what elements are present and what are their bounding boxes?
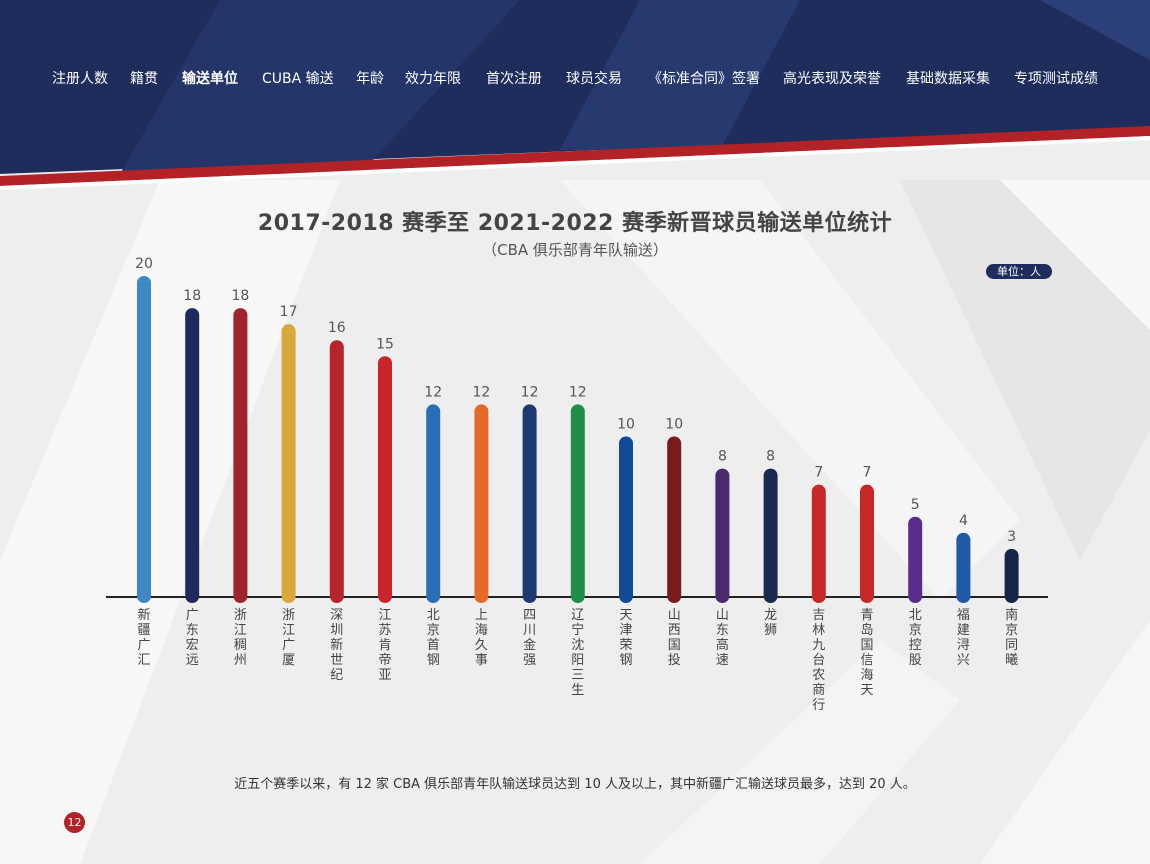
value-label-19: 3 — [1007, 529, 1016, 545]
value-label-5: 16 — [328, 320, 346, 336]
nav-item-1[interactable]: 注册人数 — [52, 71, 108, 87]
value-label-14: 8 — [766, 449, 775, 465]
value-label-18: 4 — [959, 513, 968, 529]
value-label-10: 12 — [569, 384, 587, 400]
category-label-3: 浙江稠州 — [234, 608, 247, 668]
value-label-6: 15 — [376, 336, 394, 352]
nav-item-9[interactable]: 《标准合同》签署 — [648, 71, 760, 87]
bar-8 — [474, 404, 489, 603]
nav-item-5[interactable]: 年龄 — [356, 71, 384, 87]
nav-item-4[interactable]: CUBA 输送 — [262, 71, 334, 87]
category-label-15: 吉林九台农商行 — [812, 608, 825, 713]
bar-1 — [137, 276, 151, 603]
bar-7 — [426, 404, 441, 603]
category-label-7: 北京首钢 — [427, 608, 440, 668]
chart-title: 2017-2018 赛季至 2021-2022 赛季新晋球员输送单位统计 — [257, 211, 893, 236]
bar-17 — [908, 516, 923, 603]
nav-item-8[interactable]: 球员交易 — [566, 71, 622, 87]
value-label-12: 10 — [665, 417, 683, 433]
value-label-15: 7 — [814, 465, 823, 481]
value-label-4: 17 — [280, 304, 298, 320]
category-label-1: 新疆广汇 — [137, 607, 150, 668]
nav-item-7[interactable]: 首次注册 — [486, 71, 542, 87]
unit-badge: 单位：人 — [986, 264, 1052, 279]
bar-19 — [1004, 548, 1019, 603]
bar-13 — [715, 468, 730, 603]
value-label-7: 12 — [424, 384, 442, 400]
category-label-9: 四川金强 — [523, 608, 536, 668]
value-label-9: 12 — [521, 384, 539, 400]
bar-16 — [860, 484, 874, 603]
value-label-8: 12 — [472, 384, 490, 400]
bar-9 — [522, 404, 537, 603]
category-label-5: 深圳新世纪 — [330, 608, 343, 683]
nav-item-12[interactable]: 专项测试成绩 — [1014, 71, 1098, 87]
nav-item-6[interactable]: 效力年限 — [405, 71, 461, 87]
bar-10 — [570, 404, 585, 603]
chart-title-block: 2017-2018 赛季至 2021-2022 赛季新晋球员输送单位统计 （CB… — [0, 205, 1150, 260]
value-label-1: 20 — [135, 256, 153, 272]
category-label-17: 北京控股 — [909, 608, 922, 668]
top-nav: 注册人数 籍贯 输送单位 CUBA 输送 年龄 效力年限 首次注册 球员交易 《标准合同》签署 高… — [0, 68, 1150, 92]
footnote: 近五个赛季以来，有 12 家 CBA 俱乐部青年队输送球员达到 10 人及以上，… — [234, 777, 916, 792]
bar-12 — [667, 436, 682, 603]
bar-4 — [281, 324, 296, 603]
nav-item-11[interactable]: 基础数据采集 — [906, 71, 990, 87]
nav-item-10[interactable]: 高光表现及荣誉 — [783, 71, 881, 87]
value-label-3: 18 — [231, 288, 249, 304]
value-label-13: 8 — [718, 449, 727, 465]
category-label-10: 辽宁沈阳三生 — [571, 608, 584, 698]
value-label-2: 18 — [183, 288, 201, 304]
bar-15 — [811, 484, 826, 603]
page-number: 12 — [64, 812, 85, 833]
bar-11 — [619, 436, 633, 603]
nav-item-2[interactable]: 籍贯 — [130, 71, 158, 87]
category-label-12: 山西国投 — [668, 608, 681, 668]
category-label-2: 广东宏远 — [186, 608, 199, 668]
bar-5 — [329, 340, 344, 603]
category-label-14: 龙狮 — [764, 608, 777, 638]
value-label-17: 5 — [911, 497, 920, 513]
category-label-6: 江苏肯帝亚 — [378, 608, 391, 683]
bar-2 — [185, 308, 200, 603]
category-label-18: 福建浔兴 — [957, 608, 970, 668]
bar-14 — [763, 468, 778, 603]
category-label-13: 山东高速 — [716, 608, 729, 668]
category-label-19: 南京同曦 — [1005, 607, 1018, 668]
value-label-16: 7 — [863, 465, 872, 481]
bar-6 — [378, 356, 392, 603]
value-label-11: 10 — [617, 417, 635, 433]
category-label-4: 浙江广厦 — [282, 608, 295, 668]
category-label-16: 青岛国信海天 — [860, 608, 873, 698]
bar-3 — [233, 308, 248, 603]
bar-18 — [956, 532, 971, 603]
chart-subtitle: （CBA 俱乐部青年队输送） — [482, 241, 668, 259]
nav-item-3[interactable]: 输送单位 — [182, 71, 238, 87]
category-label-8: 上海久事 — [475, 608, 488, 668]
category-label-11: 天津荣钢 — [619, 608, 632, 668]
